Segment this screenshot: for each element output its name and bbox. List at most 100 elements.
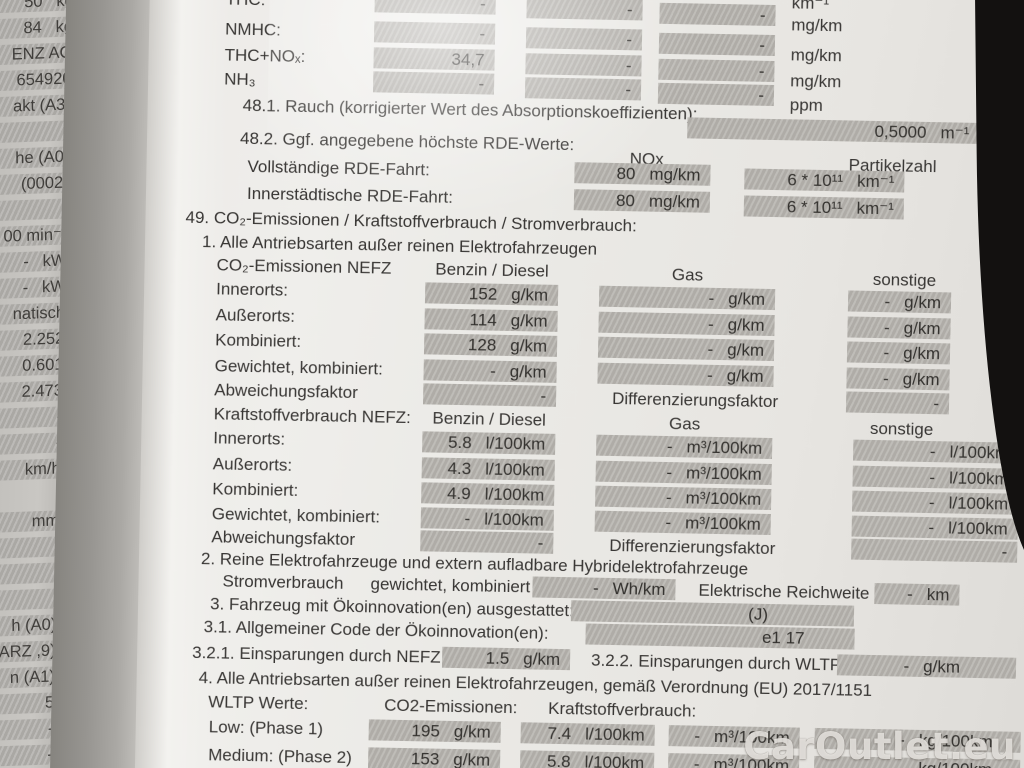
cell-value: 4.3 bbox=[447, 458, 472, 478]
cell-value: (J) bbox=[748, 604, 769, 624]
value-cell: 4.3 l/100km bbox=[421, 457, 555, 481]
strip-value: 00 min⁻¹ bbox=[3, 225, 68, 246]
row-label: Innerstädtische RDE-Fahrt: bbox=[246, 183, 454, 207]
cell-unit: g/km bbox=[509, 361, 547, 382]
row-label: Innerorts: bbox=[215, 279, 289, 300]
emission-row: THC: - - - mg/km bbox=[150, 0, 1024, 35]
cell-value: - bbox=[706, 365, 713, 385]
cell-value: - bbox=[903, 656, 910, 676]
cell-unit: g/km bbox=[726, 365, 764, 386]
cut-row-unit: km⁻¹ bbox=[791, 0, 830, 14]
value-cell: - bbox=[658, 32, 776, 57]
cell-value: - bbox=[928, 517, 935, 537]
strip-value: he (A0) bbox=[15, 146, 70, 167]
cell-value: - bbox=[929, 441, 936, 461]
cell-value: 80 bbox=[616, 163, 636, 183]
value-cell: - g/km bbox=[847, 290, 952, 314]
cell-unit: m³/100km bbox=[685, 487, 762, 509]
cell-value: - bbox=[478, 73, 485, 93]
row-label: NMHC: bbox=[224, 19, 282, 40]
row-label: NH₃ bbox=[224, 69, 256, 90]
cell-value: 153 bbox=[410, 748, 440, 768]
cell-unit: g/km bbox=[903, 343, 941, 363]
value-cell: - bbox=[657, 82, 775, 106]
cell-value: - bbox=[883, 342, 890, 362]
cell-unit: mg/km bbox=[648, 191, 701, 212]
row-label: Gewichtet, kombiniert: bbox=[211, 504, 381, 527]
cell-value: - bbox=[665, 512, 672, 532]
value-cell: - m³/100km bbox=[595, 460, 772, 486]
value-cell: 4.9 l/100km bbox=[421, 482, 555, 506]
cell-unit: g/km bbox=[727, 339, 765, 360]
column-header: Gas bbox=[671, 265, 704, 285]
value-cell: - l/100km bbox=[852, 490, 1019, 515]
value-cell: - bbox=[525, 27, 643, 51]
value-cell: - bbox=[524, 77, 642, 101]
row-label: 3.2.2. Einsparungen durch WLTP bbox=[590, 650, 842, 675]
cell-value: 5.8 bbox=[447, 432, 472, 452]
row-label: Vollständige RDE-Fahrt: bbox=[247, 156, 431, 180]
value-cell: - l/100km bbox=[851, 515, 1018, 540]
row-label: 3.2.1. Einsparungen durch NEFZ bbox=[191, 642, 441, 667]
cell-value: - bbox=[906, 584, 913, 604]
strip-value: akt (A3) bbox=[12, 94, 71, 115]
cell-value: - bbox=[625, 55, 632, 75]
value-cell: 152 g/km bbox=[424, 282, 559, 306]
cell-value: - bbox=[883, 317, 890, 337]
cell-unit: g/km bbox=[453, 721, 491, 742]
value-cell: - g/km bbox=[598, 311, 775, 337]
row-label: Medium: (Phase 2) bbox=[208, 745, 352, 768]
cell-unit: g/km bbox=[510, 335, 548, 356]
cell-value: - bbox=[479, 23, 486, 43]
strip-value: ENZ AG bbox=[11, 42, 73, 64]
value-cell: - g/km bbox=[598, 285, 776, 311]
value-cell: - g/km bbox=[423, 359, 557, 383]
cell-value: - bbox=[479, 0, 486, 13]
value-cell: 6 * 10¹¹ km⁻¹ bbox=[744, 168, 905, 193]
value-cell: - km bbox=[874, 583, 960, 606]
watermark: CarOutlet.eu bbox=[743, 725, 1016, 768]
value-cell: - bbox=[372, 71, 495, 95]
cell-value: - bbox=[882, 368, 889, 388]
column-header: Gas bbox=[668, 414, 701, 434]
strip-value: 654920 bbox=[16, 68, 72, 89]
value-cell: - m³/100km bbox=[594, 510, 771, 536]
value-cell: - Wh/km bbox=[532, 576, 676, 601]
cell-value: 6 * 10¹¹ bbox=[786, 196, 843, 217]
row-label: Kombiniert: bbox=[212, 479, 299, 500]
cell-value: - bbox=[464, 508, 471, 528]
column-header: Benzin / Diesel bbox=[435, 259, 549, 281]
cell-value: - bbox=[759, 35, 766, 55]
value-cell: - g/km bbox=[597, 362, 774, 388]
column-header: Kraftstoffverbrauch: bbox=[547, 698, 697, 721]
row-label: gewichtet, kombiniert bbox=[370, 574, 531, 597]
cell-value: - bbox=[928, 492, 935, 512]
value-cell: 153 g/km bbox=[367, 747, 501, 768]
cell-unit: g/km bbox=[904, 292, 942, 312]
row-label: Außerorts: bbox=[215, 305, 296, 326]
cell-unit: l/100km bbox=[948, 467, 1009, 489]
cell-unit: l/100km bbox=[584, 723, 645, 745]
cell-value: 6 * 10¹¹ bbox=[787, 169, 844, 190]
cell-value: e1 17 bbox=[761, 627, 805, 648]
cell-unit: mg/km bbox=[649, 164, 701, 185]
value-cell: - l/100km bbox=[852, 465, 1019, 490]
value-cell: 5.8 l/100km bbox=[519, 750, 655, 768]
column-header: sonstige bbox=[869, 418, 934, 440]
cell-value: - bbox=[933, 393, 940, 413]
cell-unit: km⁻¹ bbox=[856, 198, 895, 218]
table-name: Kraftstoffverbrauch NEFZ: bbox=[213, 404, 412, 428]
cell-unit: m³/100km bbox=[685, 462, 762, 484]
row-label: Differenzierungsfaktor bbox=[611, 388, 779, 412]
value-cell: 114 g/km bbox=[424, 308, 558, 332]
cell-unit: Wh/km bbox=[612, 578, 666, 599]
cell-unit: km⁻¹ bbox=[856, 171, 895, 191]
row-label: 48.1. Rauch (korrigierter Wert des Absor… bbox=[242, 95, 698, 124]
cell-value: - bbox=[489, 361, 496, 381]
cell-value: - bbox=[759, 5, 766, 25]
cell-value: - bbox=[626, 0, 633, 19]
value-cell: - m³/100km bbox=[596, 434, 773, 460]
cell-value: - bbox=[537, 533, 544, 553]
cell-value: 80 bbox=[615, 190, 636, 210]
cell-unit: l/100km bbox=[948, 492, 1009, 514]
